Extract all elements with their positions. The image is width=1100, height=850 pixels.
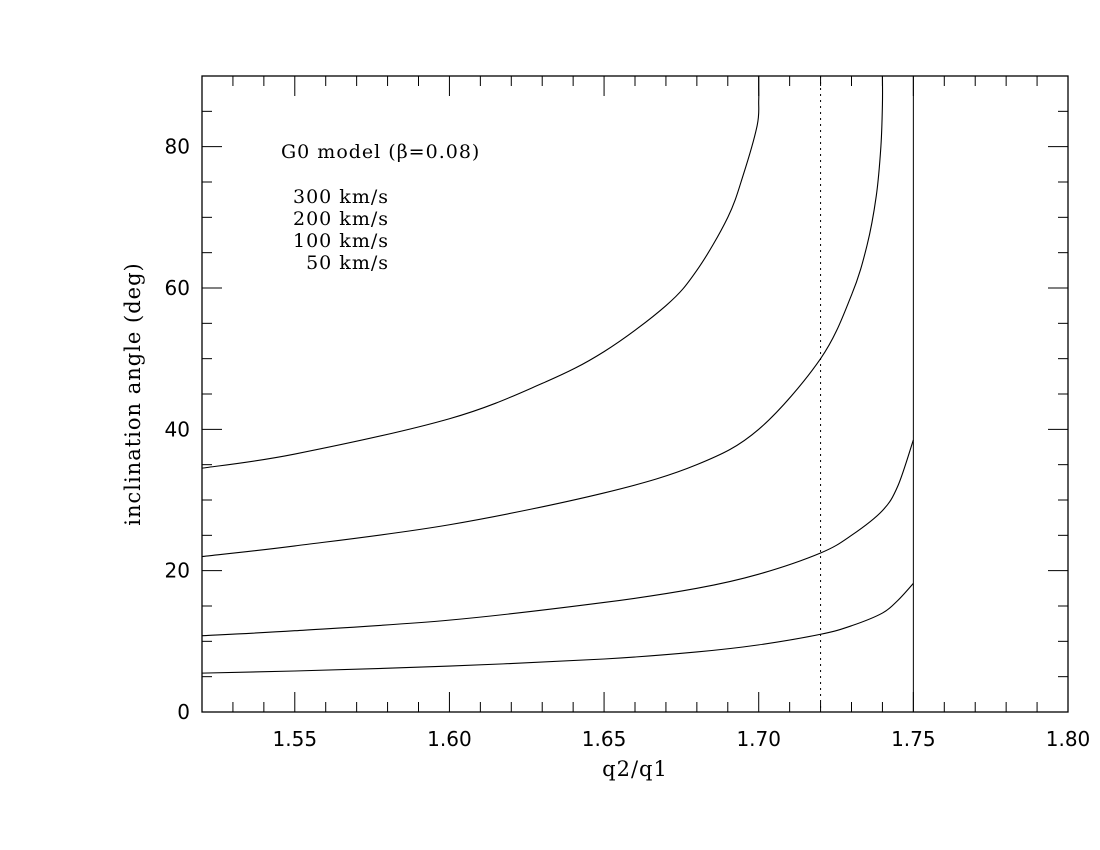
y-tick-label: 40	[165, 417, 190, 441]
series-line-1	[201, 76, 760, 469]
plot-frame	[201, 75, 1069, 713]
y-tick-label: 20	[165, 559, 190, 583]
axis-ticks	[201, 76, 1069, 713]
y-axis-label: inclination angle (deg)	[121, 262, 145, 526]
legend-line-100: 100 km/s	[293, 230, 389, 252]
y-tick-label: 60	[165, 276, 190, 300]
legend-line-300: 300 km/s	[293, 186, 389, 208]
y-tick-label: 80	[165, 135, 190, 159]
x-axis-label: q2/q1	[602, 757, 668, 781]
x-tick-label: 1.65	[582, 727, 627, 751]
reference-lines	[820, 76, 914, 712]
y-tick-label: 0	[177, 700, 190, 724]
series-line-4	[201, 583, 914, 674]
legend-line-200: 200 km/s	[293, 208, 389, 230]
annotation-title: G0 model (β=0.08)	[281, 141, 480, 163]
x-tick-label: 1.80	[1046, 727, 1091, 751]
x-tick-label: 1.55	[273, 727, 318, 751]
tick-labels: 1.55 1.60 1.65 1.70 1.75 1.80 0 20 40 60 80	[165, 135, 1091, 751]
x-tick-label: 1.60	[427, 727, 472, 751]
x-tick-label: 1.70	[736, 727, 781, 751]
x-tick-label: 1.75	[891, 727, 936, 751]
series-line-2	[201, 75, 884, 558]
legend-line-50: 50 km/s	[306, 252, 389, 274]
series-group	[201, 75, 914, 674]
series-line-3	[201, 439, 914, 637]
